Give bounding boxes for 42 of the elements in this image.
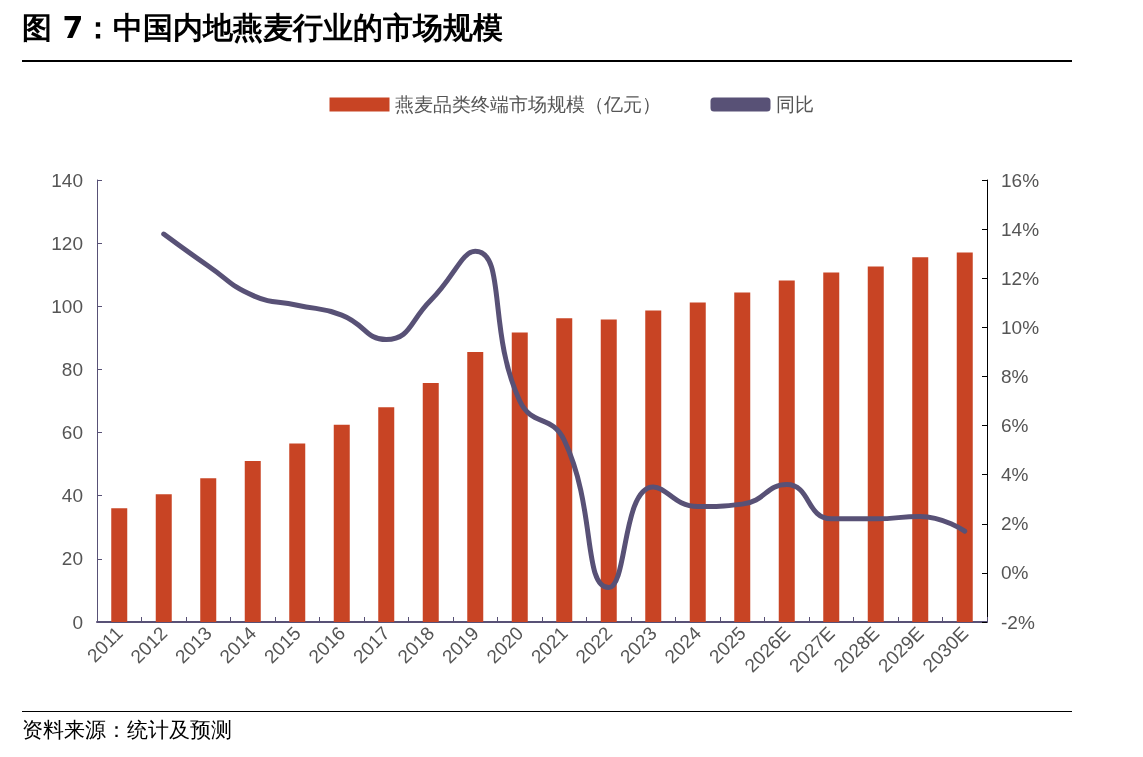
bar — [689, 302, 706, 622]
bar — [467, 352, 484, 622]
bar — [244, 460, 261, 622]
text: 资料来源：统计及预测 — [22, 717, 232, 744]
bar — [867, 266, 884, 622]
bar — [645, 310, 662, 622]
legend-label: 同比 — [775, 94, 814, 115]
y2-tick-label: 12% — [1001, 267, 1040, 289]
y2-tick-label: 8% — [1001, 365, 1029, 387]
y2-tick-label: 2% — [1001, 513, 1029, 535]
bar — [111, 508, 128, 622]
bar — [956, 252, 973, 622]
y-tick-label: 60 — [61, 422, 83, 444]
chart-title: 图 7：中国内地燕麦行业的市场规模 — [22, 9, 504, 47]
y2-tick-label: 16% — [1001, 169, 1040, 191]
bar — [556, 318, 573, 622]
y-tick-label: 0 — [72, 611, 83, 633]
y-tick-label: 140 — [51, 169, 83, 191]
y-tick-label: 20 — [61, 548, 83, 570]
y2-tick-label: 6% — [1001, 415, 1029, 437]
bar — [734, 292, 751, 622]
bar — [912, 257, 929, 622]
y2-tick-label: 14% — [1001, 218, 1040, 240]
legend-label: 燕麦品类终端市场规模（亿元） — [394, 94, 661, 115]
bar — [333, 424, 350, 622]
bar — [511, 332, 528, 622]
y2-tick-label: 10% — [1001, 316, 1040, 338]
y2-tick-label: 0% — [1001, 562, 1029, 584]
bar — [823, 272, 840, 622]
y2-tick-label: -2% — [1001, 611, 1035, 633]
bar — [155, 494, 172, 622]
y-tick-label: 100 — [51, 295, 83, 317]
bar — [422, 383, 439, 622]
y-tick-label: 80 — [61, 358, 83, 380]
bar — [778, 280, 795, 622]
y-tick-label: 120 — [51, 232, 83, 254]
bar — [200, 478, 217, 622]
bar — [600, 319, 617, 622]
y-tick-label: 40 — [61, 485, 83, 507]
y2-tick-label: 4% — [1001, 464, 1029, 486]
bar — [289, 443, 306, 622]
bar — [378, 407, 395, 622]
